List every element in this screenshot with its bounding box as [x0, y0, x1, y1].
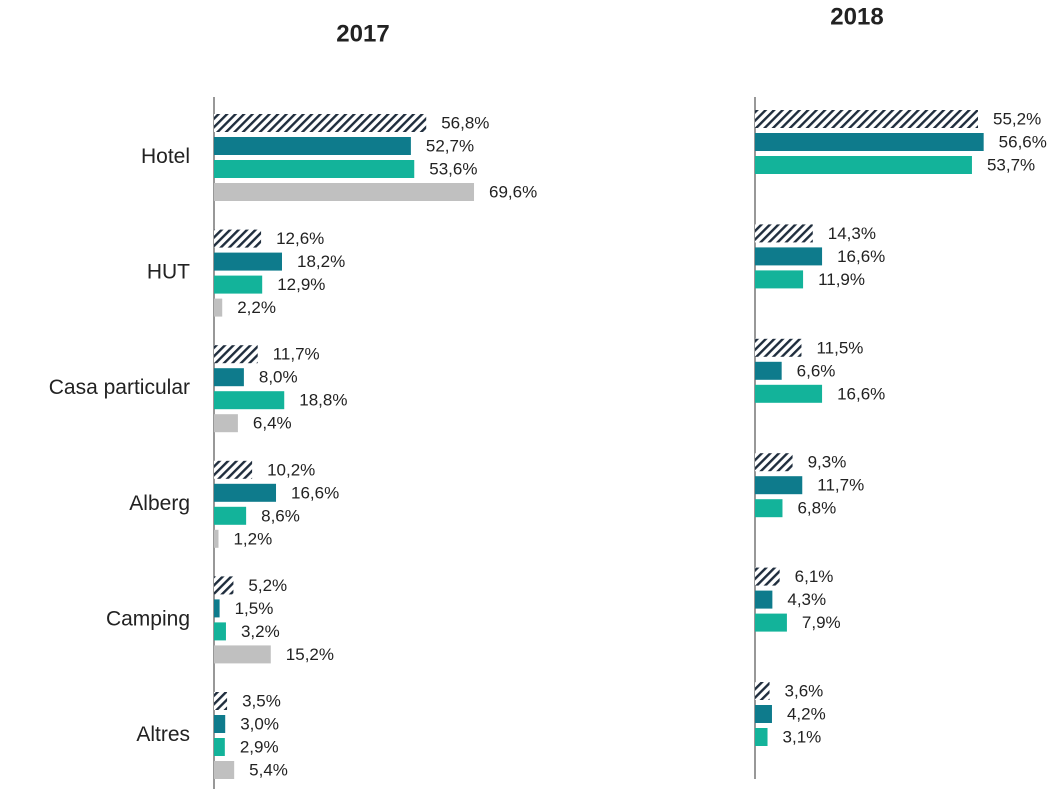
data-label: 3,5% — [242, 691, 281, 710]
data-label: 16,6% — [291, 483, 339, 502]
data-label: 4,3% — [787, 590, 826, 609]
data-label: 56,8% — [441, 113, 489, 132]
data-label: 5,4% — [249, 760, 288, 779]
data-label: 2,9% — [240, 737, 279, 756]
bar — [755, 728, 768, 746]
bar — [755, 705, 772, 723]
data-label: 15,2% — [286, 645, 334, 664]
data-label: 53,6% — [429, 159, 477, 178]
bar — [755, 476, 803, 495]
data-label: 11,9% — [818, 270, 865, 289]
category-label: Casa particular — [49, 376, 190, 399]
data-label: 2,2% — [237, 298, 276, 317]
bar — [214, 622, 226, 641]
bar — [214, 715, 226, 733]
bar — [214, 599, 220, 618]
bar — [214, 160, 415, 178]
chart-title: 2017 — [336, 20, 389, 47]
bar — [214, 368, 244, 387]
bar — [214, 529, 219, 548]
data-label: 16,6% — [837, 247, 885, 266]
category-label: Camping — [106, 607, 190, 630]
data-label: 53,7% — [987, 155, 1035, 174]
data-label: 12,9% — [277, 275, 325, 294]
bar — [214, 506, 247, 525]
bar — [755, 224, 813, 243]
data-label: 11,7% — [273, 345, 320, 364]
bar — [755, 567, 780, 586]
bar — [755, 133, 984, 151]
data-label: 11,5% — [816, 338, 863, 357]
data-label: 6,8% — [797, 499, 836, 518]
data-label: 3,2% — [241, 622, 280, 641]
bar — [214, 645, 271, 664]
bar — [755, 453, 793, 472]
data-label: 10,2% — [267, 460, 315, 479]
bar — [214, 414, 238, 433]
category-label: HUT — [147, 261, 190, 284]
bar — [755, 499, 783, 518]
bar — [755, 384, 823, 403]
bar — [755, 338, 802, 357]
data-label: 18,8% — [299, 391, 347, 410]
data-label: 1,5% — [235, 599, 274, 618]
data-label: 3,1% — [783, 727, 822, 746]
bar — [755, 156, 972, 174]
data-label: 7,9% — [802, 613, 841, 632]
data-label: 6,6% — [797, 361, 836, 380]
bar — [755, 590, 773, 609]
data-label: 52,7% — [426, 136, 474, 155]
bar — [214, 738, 225, 756]
data-label: 3,0% — [240, 714, 279, 733]
bar — [214, 252, 282, 271]
bar — [755, 613, 787, 632]
bar — [214, 460, 253, 479]
data-label: 6,1% — [795, 567, 834, 586]
data-label: 12,6% — [276, 229, 324, 248]
data-label: 8,6% — [261, 506, 300, 525]
bar — [214, 761, 235, 779]
bar — [214, 576, 234, 595]
data-label: 14,3% — [828, 224, 876, 243]
bar — [214, 137, 411, 155]
data-label: 18,2% — [297, 252, 345, 271]
bar — [755, 361, 782, 380]
category-label: Alberg — [129, 492, 190, 515]
bar — [214, 345, 258, 364]
bar — [214, 391, 285, 410]
data-label: 5,2% — [248, 576, 287, 595]
bar — [214, 183, 475, 201]
bar — [214, 692, 228, 710]
bar — [214, 114, 427, 132]
data-label: 6,4% — [253, 414, 292, 433]
bar — [214, 298, 223, 317]
data-label: 69,6% — [489, 182, 537, 201]
chart-title: 2018 — [830, 3, 883, 30]
bar — [755, 247, 823, 266]
bar — [214, 275, 263, 294]
data-label: 1,2% — [233, 529, 272, 548]
data-label: 11,7% — [817, 476, 864, 495]
data-label: 8,0% — [259, 368, 298, 387]
category-label: Hotel — [141, 145, 190, 168]
bar — [755, 682, 770, 700]
data-label: 55,2% — [993, 109, 1041, 128]
bar — [214, 483, 277, 502]
data-label: 56,6% — [999, 132, 1047, 151]
data-label: 16,6% — [837, 384, 885, 403]
bar — [755, 110, 979, 128]
data-label: 9,3% — [808, 453, 847, 472]
data-label: 4,2% — [787, 704, 826, 723]
bar — [755, 270, 804, 289]
bar — [214, 229, 262, 248]
data-label: 3,6% — [785, 681, 824, 700]
category-label: Altres — [136, 723, 190, 746]
